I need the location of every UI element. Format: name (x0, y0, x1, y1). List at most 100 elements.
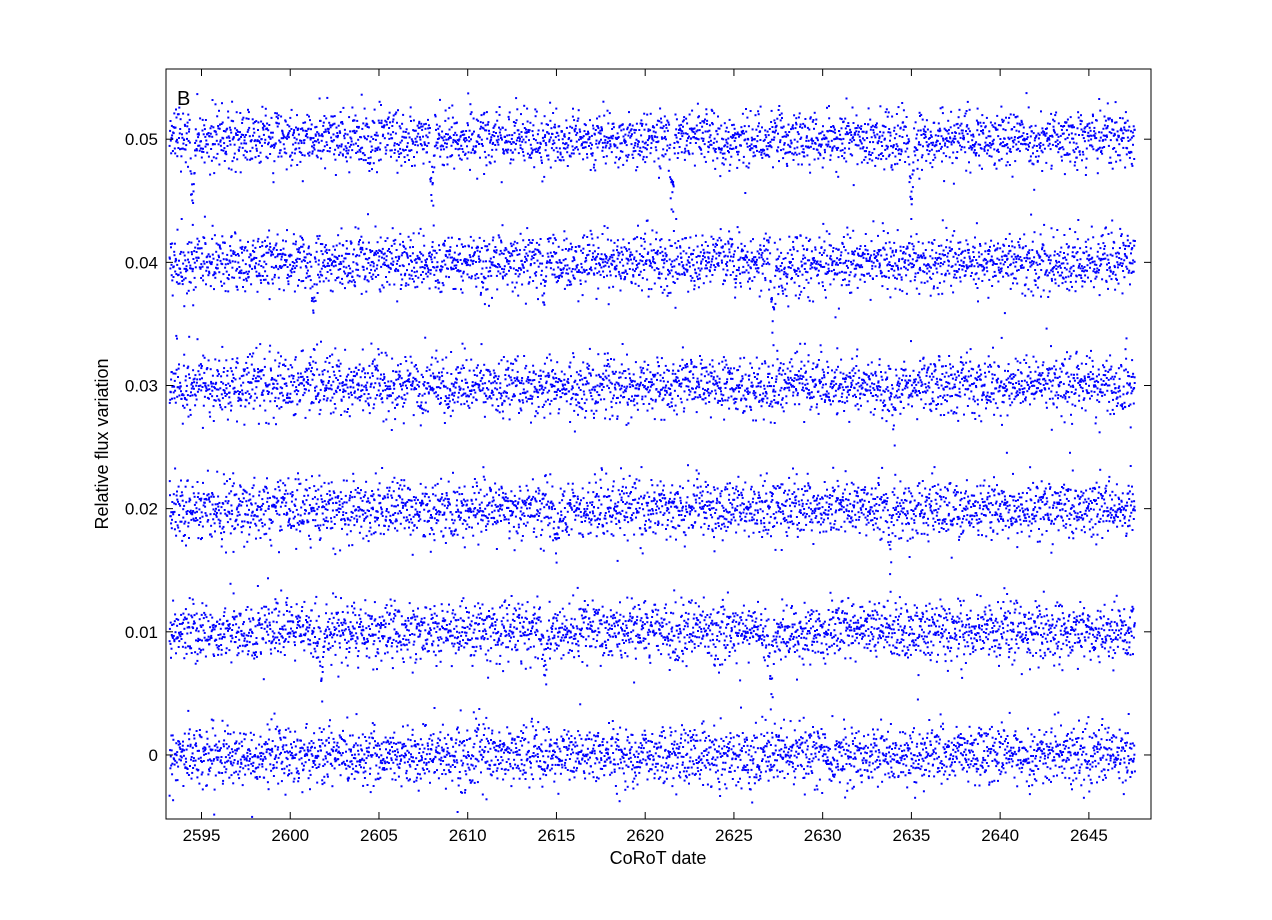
scatter-point (318, 638, 321, 640)
scatter-point (453, 636, 456, 639)
scatter-point (1052, 775, 1055, 778)
scatter-point (793, 770, 796, 773)
scatter-point (781, 758, 784, 760)
scatter-point (340, 597, 342, 600)
scatter-point (310, 753, 313, 756)
scatter-point (564, 625, 567, 628)
scatter-point (739, 758, 742, 761)
scatter-point (835, 608, 838, 611)
scatter-point (1065, 759, 1068, 762)
scatter-point (574, 637, 577, 640)
scatter-point (509, 762, 512, 765)
scatter-point (1110, 736, 1113, 739)
scatter-point (1117, 754, 1120, 757)
scatter-point (713, 664, 716, 667)
scatter-point (695, 622, 698, 625)
scatter-point (611, 617, 614, 620)
scatter-point (347, 640, 350, 643)
scatter-point (761, 715, 764, 718)
scatter-point (555, 643, 558, 646)
scatter-point (638, 771, 641, 774)
scatter-point (744, 624, 747, 627)
scatter-point (720, 633, 723, 636)
scatter-point (314, 650, 317, 653)
scatter-point (612, 752, 615, 754)
scatter-point (362, 766, 365, 769)
scatter-point (689, 601, 692, 604)
scatter-point (396, 763, 399, 766)
scatter-point (761, 642, 763, 645)
scatter-point (491, 622, 494, 625)
scatter-point (929, 740, 932, 743)
scatter-point (279, 738, 282, 741)
scatter-point (789, 720, 792, 723)
scatter-point (841, 769, 844, 772)
scatter-point (1030, 733, 1033, 736)
scatter-point (585, 610, 588, 613)
scatter-point (402, 745, 405, 748)
scatter-point (230, 634, 233, 637)
scatter-point (297, 777, 300, 779)
scatter-point (637, 636, 640, 639)
scatter-point (1123, 761, 1126, 764)
scatter-point (598, 631, 601, 634)
scatter-point (1033, 749, 1036, 751)
scatter-point (572, 770, 575, 773)
scatter-point (742, 630, 745, 633)
scatter-point (487, 649, 490, 652)
scatter-point (646, 621, 649, 624)
scatter-point (347, 777, 350, 780)
scatter-point (654, 608, 657, 611)
scatter-point (669, 726, 672, 729)
scatter-point (301, 762, 304, 765)
scatter-point (938, 742, 941, 745)
scatter-point (967, 780, 970, 783)
scatter-point (573, 656, 576, 659)
scatter-point (673, 752, 676, 754)
scatter-point (904, 732, 907, 735)
scatter-point (898, 615, 900, 618)
scatter-point (825, 745, 828, 748)
scatter-point (329, 646, 332, 649)
scatter-point (425, 763, 428, 766)
scatter-point (445, 639, 447, 642)
scatter-point (641, 733, 644, 736)
scatter-point (941, 763, 944, 765)
scatter-point (508, 640, 511, 643)
scatter-point (394, 632, 397, 635)
scatter-point (843, 768, 846, 771)
scatter-point (279, 651, 282, 654)
scatter-point (761, 758, 764, 761)
scatter-point (715, 622, 718, 625)
scatter-point (418, 752, 421, 754)
scatter-point (232, 731, 235, 734)
scatter-point (282, 613, 285, 616)
scatter-point (468, 779, 471, 782)
scatter-point (879, 629, 882, 632)
scatter-point (421, 646, 424, 649)
scatter-point (424, 758, 427, 760)
scatter-point (313, 627, 316, 630)
scatter-point (663, 766, 666, 769)
scatter-point (317, 615, 320, 618)
scatter-point (497, 637, 500, 640)
scatter-point (723, 745, 726, 748)
scatter-point (236, 762, 239, 765)
scatter-point (204, 639, 207, 642)
scatter-point (818, 778, 821, 781)
scatter-point (885, 635, 888, 638)
scatter-point (537, 755, 539, 758)
scatter-point (402, 725, 404, 728)
scatter-point (603, 621, 606, 624)
scatter-point (202, 750, 205, 753)
scatter-point (882, 635, 885, 638)
scatter-point (562, 654, 565, 657)
scatter-point (222, 615, 225, 617)
scatter-point (511, 618, 514, 621)
scatter-point (555, 742, 558, 745)
scatter-point (319, 630, 322, 633)
scatter-point (395, 742, 398, 745)
scatter-point (266, 781, 269, 784)
scatter-point (538, 608, 541, 611)
scatter-point (727, 615, 730, 618)
